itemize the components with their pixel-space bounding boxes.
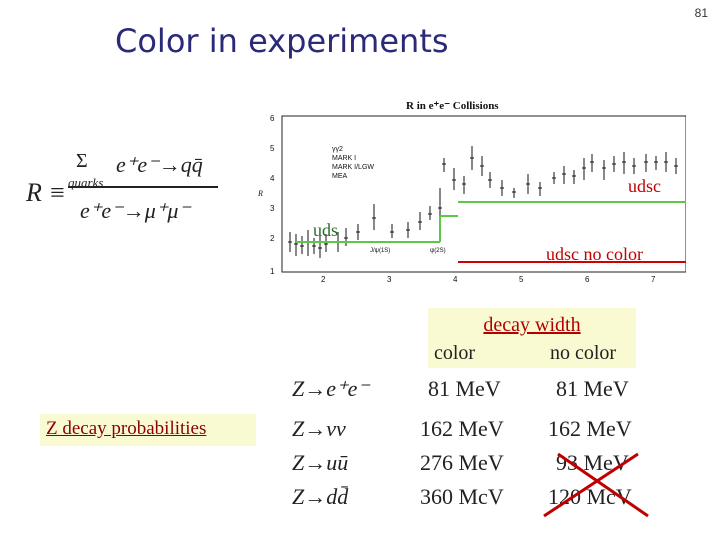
- x-tick-label: 2: [321, 275, 326, 284]
- column-header-no-color: no color: [550, 342, 617, 364]
- resonance-label: ψ(2S): [430, 248, 446, 254]
- y-tick-label: 6: [270, 114, 275, 123]
- x-tick-label: 6: [585, 275, 590, 284]
- cross-stroke: [557, 452, 649, 518]
- y-tick-label: 5: [270, 144, 275, 153]
- cross-stroke: [543, 452, 639, 518]
- decay-width-title: decay width: [483, 314, 581, 336]
- column-header-color: color: [434, 342, 476, 364]
- plot-background: [258, 96, 686, 286]
- x-tick-label: 7: [651, 275, 656, 284]
- x-tick-label: 4: [453, 275, 458, 284]
- numerator: e⁺e⁻→qq̄: [116, 152, 203, 177]
- y-axis: 6 5 4 3 2 1: [270, 114, 275, 276]
- z-decay-label: Z decay probabilities: [46, 418, 207, 439]
- plot-title: R in e⁺e⁻ Collisions: [406, 100, 499, 112]
- udsc-nocolor-label: udsc no color: [546, 244, 643, 264]
- plot-legend: γγ2 MARK I MARK I/LGW MEA: [332, 146, 374, 180]
- resonance-label: J/ψ(1S): [370, 248, 390, 254]
- slide-title: Color in experiments: [115, 22, 449, 60]
- fraction-bar: [68, 186, 218, 188]
- width-color: 81 MeV: [428, 376, 501, 401]
- y-tick-label: 3: [270, 204, 275, 213]
- udsc-label: udsc: [628, 176, 661, 196]
- width-no-color: 162 MeV: [548, 416, 632, 441]
- uds-label: uds: [313, 220, 339, 240]
- slide-number: 81: [694, 6, 708, 20]
- y-tick-label: 4: [270, 174, 275, 183]
- process-label: Z→uū: [292, 450, 349, 475]
- y-tick-label: 2: [270, 234, 275, 243]
- legend-entry: MEA: [332, 173, 348, 180]
- denominator: e⁺e⁻→μ⁺μ⁻: [80, 198, 191, 223]
- process-label: Z→dd̄: [292, 484, 349, 509]
- process-label: Z→e⁺e⁻: [292, 376, 369, 401]
- x-axis: 2 3 4 5 6 7: [321, 275, 656, 284]
- legend-entry: γγ2: [332, 146, 343, 153]
- sum-symbol: Σ: [76, 150, 88, 172]
- legend-entry: MARK I: [332, 155, 356, 162]
- y-axis-title: R: [258, 189, 263, 198]
- y-tick-label: 1: [270, 267, 275, 276]
- width-color: 360 McV: [420, 484, 504, 509]
- x-tick-label: 5: [519, 275, 524, 284]
- sum-index: quarks: [68, 175, 104, 190]
- decay-width-header: decay width color no color: [428, 308, 636, 368]
- plot-frame: [281, 115, 686, 273]
- legend-entry: MARK I/LGW: [332, 164, 374, 171]
- r-plot: R in e⁺e⁻ Collisions R 6 5 4 3 2 1 2 3 4…: [258, 96, 686, 286]
- data-points: [288, 146, 678, 258]
- process-label: Z→νν: [292, 416, 346, 441]
- width-no-color: 81 MeV: [556, 376, 629, 401]
- width-color: 162 MeV: [420, 416, 504, 441]
- width-color: 276 MeV: [420, 450, 504, 475]
- x-tick-label: 3: [387, 275, 392, 284]
- z-decay-label-box: Z decay probabilities: [40, 414, 256, 446]
- r-equiv: R ≡: [26, 178, 66, 207]
- cross-out-mark: [543, 452, 649, 518]
